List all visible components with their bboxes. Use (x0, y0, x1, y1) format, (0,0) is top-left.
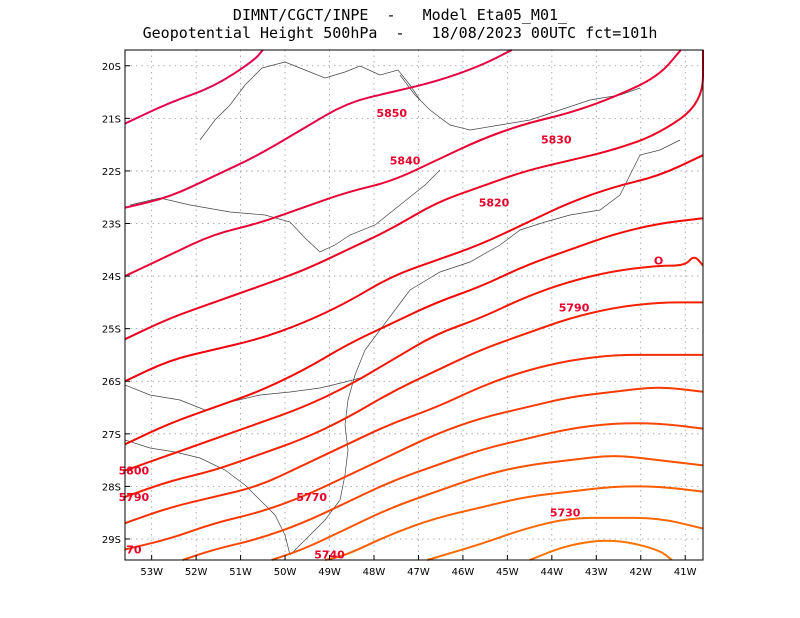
contour-label: 70 (126, 543, 142, 556)
x-tick-label: 42W (629, 567, 652, 578)
contour-5780 (124, 353, 703, 525)
contour-label: 5730 (550, 507, 581, 520)
x-tick-label: 46W (452, 567, 475, 578)
x-tick-label: 48W (363, 567, 386, 578)
contour-label: 5790 (559, 302, 590, 315)
x-tick-label: 43W (585, 567, 608, 578)
contour-5840 (124, 49, 682, 278)
contour-5810 (124, 217, 704, 446)
contour-label: 5850 (376, 107, 407, 120)
chart-title-line2: Geopotential Height 500hPa - 18/08/2023 … (142, 24, 658, 42)
y-tick-label: 27S (102, 430, 121, 441)
state-border-north (199, 61, 421, 141)
y-tick-label: 21S (102, 114, 121, 125)
x-tick-label: 47W (407, 567, 430, 578)
y-tick-label: 23S (102, 220, 121, 231)
state-border-mg (399, 74, 641, 131)
y-tick-label: 26S (102, 377, 121, 388)
x-axis: 53W 52W 51W 50W 49W 48W 47W 46W 45W 44W 43W 42W 41W (140, 555, 697, 578)
y-tick-label: 20S (102, 62, 121, 73)
contour-5770 (124, 386, 704, 551)
state-border-rs (124, 439, 291, 556)
state-border-south (124, 377, 361, 411)
contour-5800 (124, 256, 704, 472)
contour-5830 (124, 50, 704, 341)
low-marker: O (654, 254, 663, 267)
contour-label: 5830 (541, 133, 572, 146)
x-tick-label: 52W (185, 567, 208, 578)
contour-label: 5840 (390, 154, 421, 167)
y-tick-label: 29S (102, 535, 121, 546)
contour-5850 (124, 49, 513, 209)
contour-5720 (529, 539, 673, 561)
coastline-borders (124, 61, 681, 556)
y-tick-label: 25S (102, 325, 121, 336)
y-tick-label: 28S (102, 482, 121, 493)
coastline (289, 139, 681, 556)
contour-label: 5800 (119, 465, 150, 478)
plot-frame (124, 49, 704, 561)
x-tick-label: 53W (140, 567, 163, 578)
contour-5740 (324, 485, 704, 561)
x-tick-label: 49W (318, 567, 341, 578)
contour-label: 5820 (479, 196, 510, 209)
x-tick-label: 44W (541, 567, 564, 578)
contour-5790 (124, 301, 703, 498)
y-tick-label: 24S (102, 272, 121, 283)
lat-lon-grid (125, 50, 703, 560)
contour-label: 5790 (119, 491, 150, 504)
x-tick-label: 50W (274, 567, 297, 578)
contour-5820 (124, 154, 704, 383)
contour-5730 (427, 516, 704, 561)
x-tick-label: 51W (229, 567, 252, 578)
x-tick-label: 45W (496, 567, 519, 578)
contour-5760 (182, 422, 704, 561)
contour-lines (124, 49, 704, 561)
y-axis: 20S 21S 22S 23S 24S 25S 26S 27S 28S 29S (102, 62, 130, 546)
contour-5750 (271, 455, 704, 561)
contour-5860 (124, 49, 264, 125)
state-border-central (129, 169, 441, 253)
x-tick-label: 41W (674, 567, 697, 578)
contour-label: 5770 (296, 491, 327, 504)
chart-title-line1: DIMNT/CGCT/INPE - Model Eta05_M01_ (232, 6, 568, 24)
markers: O (654, 254, 663, 267)
y-tick-label: 22S (102, 167, 121, 178)
